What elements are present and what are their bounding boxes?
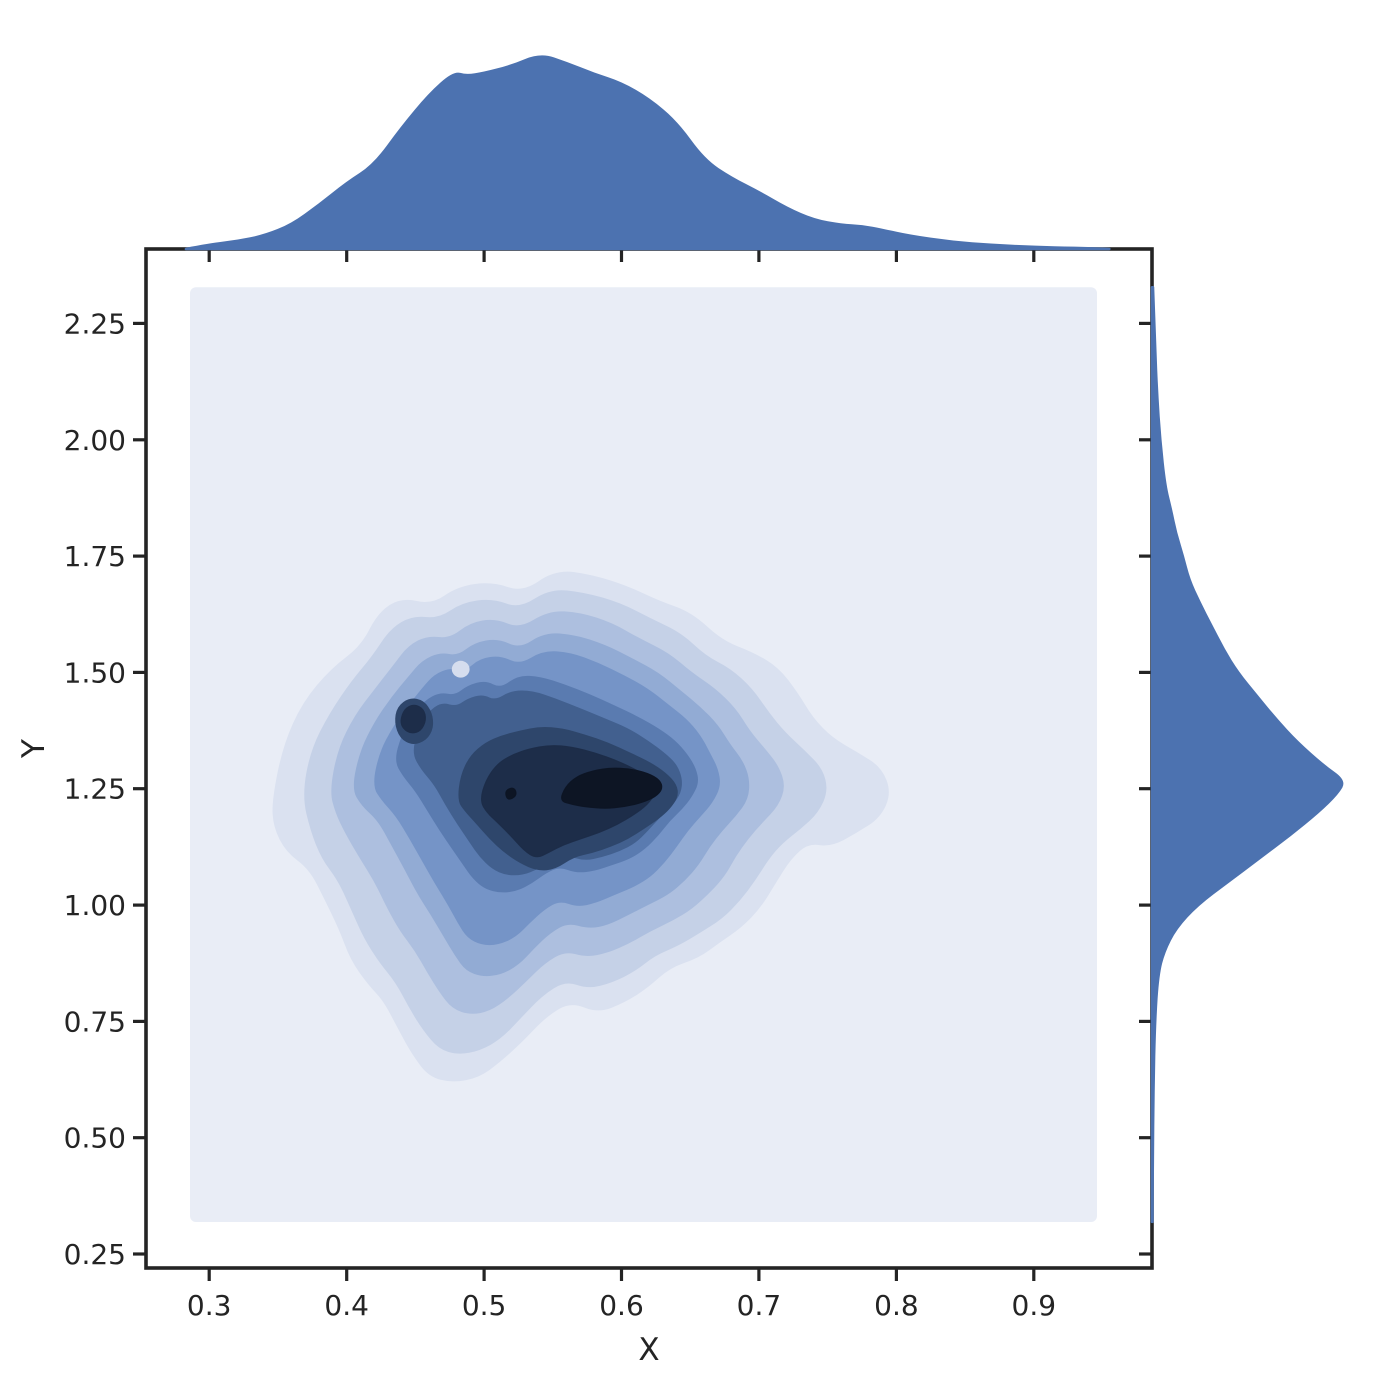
kde-contours bbox=[272, 571, 889, 1082]
top-density-area bbox=[184, 55, 1111, 251]
contour-level-9-island bbox=[400, 704, 426, 734]
x-tick-label: 0.8 bbox=[874, 1289, 919, 1322]
right-marginal-density bbox=[1150, 285, 1344, 1224]
y-tick-label: 1.00 bbox=[64, 889, 126, 922]
y-tick-label: 2.25 bbox=[64, 307, 126, 340]
y-tick-label: 0.25 bbox=[64, 1238, 126, 1271]
contour-level-10-core bbox=[561, 767, 663, 809]
low-density-hole bbox=[451, 660, 470, 678]
y-tick-label: 1.50 bbox=[64, 656, 126, 689]
x-tick-label: 0.4 bbox=[324, 1289, 369, 1322]
x-tick-label: 0.3 bbox=[187, 1289, 232, 1322]
y-tick-label: 0.50 bbox=[64, 1122, 126, 1155]
y-axis: 0.25 0.50 0.75 1.00 1.25 1.50 1.75 2.00 2.25 Y bbox=[16, 307, 1152, 1271]
x-tick-label: 0.5 bbox=[462, 1289, 507, 1322]
x-tick-label: 0.9 bbox=[1012, 1289, 1057, 1322]
y-tick-label: 0.75 bbox=[64, 1005, 126, 1038]
contour-level-10-speck bbox=[505, 787, 517, 800]
x-tick-label: 0.7 bbox=[737, 1289, 782, 1322]
x-axis: 0.3 0.4 0.5 0.6 0.7 0.8 0.9 X bbox=[187, 249, 1056, 1368]
x-axis-label: X bbox=[638, 1332, 659, 1368]
y-axis-label: Y bbox=[16, 739, 52, 759]
y-tick-label: 2.00 bbox=[64, 424, 126, 457]
y-tick-label: 1.25 bbox=[64, 773, 126, 806]
right-density-area bbox=[1150, 285, 1344, 1224]
y-tick-label: 1.75 bbox=[64, 540, 126, 573]
x-tick-label: 0.6 bbox=[599, 1289, 644, 1322]
top-marginal-density bbox=[184, 55, 1111, 251]
